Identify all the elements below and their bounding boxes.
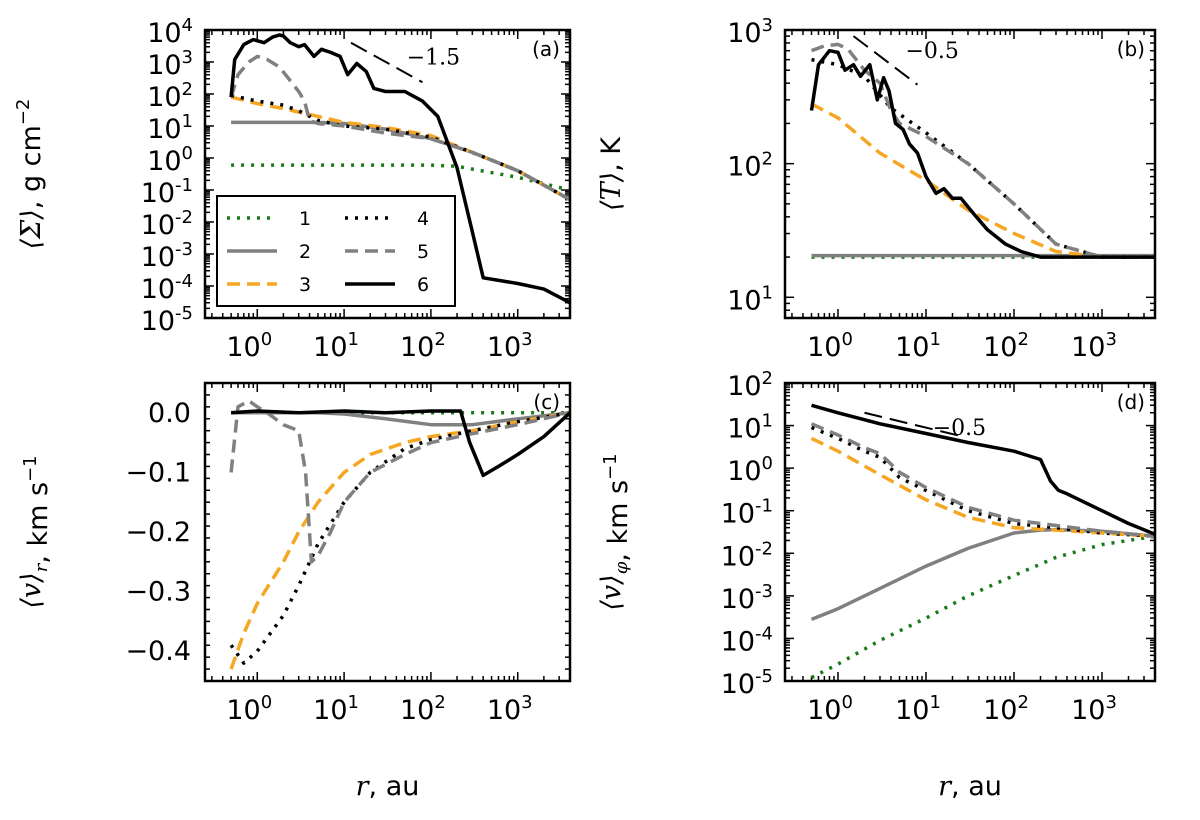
- x-axis-title: r, au: [356, 771, 420, 802]
- y-tick-label: −0.3: [125, 577, 191, 608]
- slope-indicator: [864, 411, 962, 438]
- y-tick-label: 101: [147, 111, 193, 145]
- x-tick-label: 101: [313, 329, 359, 363]
- x-tick-label: 100: [226, 329, 272, 363]
- x-tick-label: 102: [400, 692, 446, 726]
- legend-label-1: 1: [299, 208, 311, 230]
- panel-b: 100 101 102 103 101 102 103 −0.5 (b) ⟨T⟩, K: [596, 15, 1157, 363]
- y-tick-label: 10-4: [141, 271, 193, 305]
- legend-label-5: 5: [417, 241, 429, 263]
- y-tick-label: 10-3: [721, 581, 773, 615]
- panel-label: (b): [1117, 37, 1145, 61]
- x-tick-label: 102: [983, 329, 1029, 363]
- series-line-3: [810, 102, 1155, 259]
- y-tick-label: 101: [727, 411, 773, 445]
- legend-label-3: 3: [299, 274, 311, 296]
- y-tick-label: 103: [147, 47, 193, 81]
- legend-label-2: 2: [299, 241, 311, 263]
- legend-label-4: 4: [417, 208, 429, 230]
- y-tick-label: 102: [727, 368, 773, 402]
- series-line-5: [229, 399, 570, 564]
- x-tick-label: 101: [313, 692, 359, 726]
- axes-frame: [783, 381, 1157, 683]
- axes-frame: [783, 28, 1157, 320]
- y-tick-label: 10-1: [141, 175, 193, 209]
- panel-c: 100 101 102 103 0.0 −0.1 −0.2 −0.3 −0.4 (c) ⟨v⟩r, …: [16, 381, 572, 726]
- y-tick-label: 10-3: [141, 239, 193, 273]
- series-line-6: [229, 33, 570, 305]
- series-line-6: [809, 48, 1155, 259]
- panel-a: 100 101 102 10310-510-410-310-210-110010110…: [13, 15, 572, 363]
- y-tick-label: 0.0: [148, 398, 191, 429]
- series-group: [810, 403, 1155, 680]
- series-group: [229, 33, 570, 305]
- panel-label: (c): [533, 390, 560, 414]
- y-tick-label: −0.2: [125, 517, 191, 548]
- series-group: [809, 42, 1155, 259]
- y-tick-label: 104: [147, 15, 193, 49]
- y-tick-label: 101: [727, 282, 773, 316]
- x-tick-label: 102: [400, 329, 446, 363]
- y-tick-label: 10-5: [721, 666, 773, 700]
- series-line-1: [231, 163, 570, 192]
- x-tick-label: 103: [487, 329, 533, 363]
- slope-label: −0.5: [905, 39, 958, 64]
- series-line-6: [811, 403, 1155, 536]
- x-axis-title: r, au: [938, 771, 1002, 802]
- series-line-3: [229, 411, 570, 670]
- y-tick-label: 100: [147, 143, 193, 177]
- y-tick-label: −0.4: [125, 636, 191, 667]
- y-axis-title: ⟨T⟩, K: [596, 136, 627, 211]
- y-tick-label: 10-5: [141, 303, 193, 337]
- slope-label: −0.5: [933, 416, 986, 441]
- x-tick-label: 100: [807, 329, 853, 363]
- y-axis-title: ⟨Σ⟩, g cm−2: [13, 99, 47, 250]
- axes-frame: [203, 28, 572, 320]
- series-line-4: [811, 57, 1155, 259]
- y-tick-label: 100: [727, 453, 773, 487]
- legend-label-6: 6: [417, 274, 429, 296]
- series-line-5: [810, 422, 1155, 539]
- slope-indicator: [852, 35, 919, 86]
- x-tick-label: 102: [983, 692, 1029, 726]
- series-line-4: [229, 411, 570, 665]
- panel-label: (a): [532, 37, 560, 61]
- y-axis-title: ⟨v⟩φ, km s−1: [596, 453, 634, 610]
- x-tick-label: 101: [895, 692, 941, 726]
- y-tick-label: 10-4: [721, 623, 773, 657]
- y-tick-label: −0.1: [125, 457, 191, 488]
- y-tick-label: 10-2: [141, 207, 193, 241]
- y-tick-label: 10-2: [721, 538, 773, 572]
- axes-frame: [203, 381, 572, 683]
- y-axis-title: ⟨v⟩r, km s−1: [16, 455, 54, 608]
- x-axis-titles: r, au r, au: [356, 771, 1002, 802]
- series-line-5: [229, 54, 570, 202]
- series-line-4: [230, 93, 570, 202]
- series-line-3: [810, 436, 1155, 539]
- panel-label: (d): [1117, 390, 1145, 414]
- y-tick-label: 102: [727, 149, 773, 183]
- y-tick-label: 103: [727, 15, 773, 49]
- series-group: [229, 399, 570, 670]
- x-tick-label: 103: [1071, 692, 1117, 726]
- x-tick-label: 100: [226, 692, 272, 726]
- slope-indicator: [350, 41, 423, 84]
- y-tick-label: 10-1: [721, 496, 773, 530]
- legend: 1 2 3 4 5 6: [216, 195, 456, 307]
- y-tick-label: 102: [147, 79, 193, 113]
- series-line-4: [810, 425, 1155, 539]
- slope-label: −1.5: [407, 46, 460, 71]
- series-line-3: [230, 95, 570, 202]
- x-tick-label: 100: [807, 692, 853, 726]
- series-line-1: [810, 534, 1155, 680]
- x-tick-label: 103: [1071, 329, 1117, 363]
- x-tick-label: 103: [487, 692, 533, 726]
- panel-d: 100 101 102 103 10-5 10-4 10-3 10-2 10-1 100 101 10…: [596, 368, 1157, 726]
- series-line-6: [230, 409, 570, 478]
- x-tick-label: 101: [895, 329, 941, 363]
